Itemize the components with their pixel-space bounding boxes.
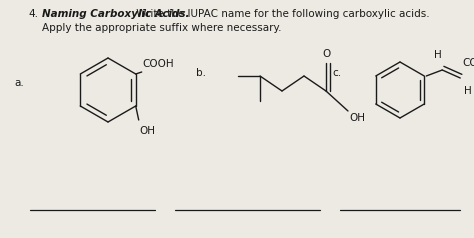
Text: O: O: [323, 49, 331, 59]
Text: COOH: COOH: [143, 59, 174, 69]
Text: 4.: 4.: [28, 9, 38, 19]
Text: OH: OH: [349, 113, 365, 123]
Text: OH: OH: [140, 126, 156, 136]
Text: a.: a.: [14, 78, 24, 88]
Text: COOH: COOH: [462, 58, 474, 68]
Text: b.: b.: [196, 68, 206, 78]
Text: Apply the appropriate suffix where necessary.: Apply the appropriate suffix where neces…: [42, 23, 282, 33]
Text: c.: c.: [332, 68, 341, 78]
Text: Write the IUPAC name for the following carboxylic acids.: Write the IUPAC name for the following c…: [133, 9, 429, 19]
Text: H: H: [434, 50, 442, 60]
Text: H: H: [464, 86, 472, 96]
Text: Naming Carboxylic Acids.: Naming Carboxylic Acids.: [42, 9, 190, 19]
